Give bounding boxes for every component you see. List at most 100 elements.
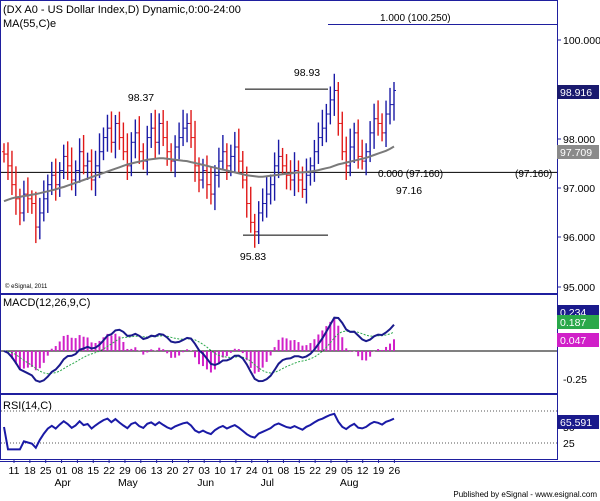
ohlc-bar bbox=[316, 122, 321, 164]
date-tick-label: 22 bbox=[103, 465, 115, 477]
copyright-text: © eSignal, 2011 bbox=[5, 283, 48, 290]
ohlc-bar bbox=[256, 201, 261, 245]
ohlc-bar bbox=[240, 151, 245, 189]
ohlc-bar bbox=[272, 152, 277, 201]
ohlc-bar bbox=[153, 109, 158, 159]
ohlc-bar bbox=[193, 120, 198, 182]
ohlc-bar bbox=[137, 116, 142, 164]
rsi-value-badge: 65.591 bbox=[560, 417, 592, 429]
ohlc-bar bbox=[9, 150, 14, 196]
ohlc-bar bbox=[93, 150, 98, 196]
ohlc-bar bbox=[185, 113, 190, 143]
ohlc-bar bbox=[117, 111, 122, 150]
ohlc-bar bbox=[212, 165, 217, 211]
ohlc-bar bbox=[17, 188, 22, 226]
ohlc-bar bbox=[21, 180, 26, 222]
price-tick-label: 98.000 bbox=[563, 134, 595, 146]
date-tick-label: 03 bbox=[198, 465, 210, 477]
date-tick-label: 26 bbox=[389, 465, 401, 477]
date-tick-label: 13 bbox=[151, 465, 163, 477]
date-tick-label: 22 bbox=[309, 465, 321, 477]
rsi-label: RSI(14,C) bbox=[3, 400, 52, 412]
date-tick-label: 01 bbox=[262, 465, 274, 477]
ohlc-bar bbox=[189, 110, 194, 148]
last-price-badge: 98.916 bbox=[560, 87, 592, 99]
ohlc-bar bbox=[133, 119, 138, 159]
price-annotation: 98.37 bbox=[128, 92, 154, 104]
ohlc-bar bbox=[13, 166, 18, 215]
ohlc-bar bbox=[61, 144, 66, 180]
price-annotation: 97.16 bbox=[396, 185, 422, 197]
ohlc-bar bbox=[340, 111, 345, 161]
ohlc-bar bbox=[105, 114, 110, 152]
ohlc-bar bbox=[392, 82, 396, 121]
ohlc-bar bbox=[101, 127, 106, 161]
ohlc-bar bbox=[157, 113, 162, 155]
ohlc-bar bbox=[380, 113, 385, 142]
ohlc-bar bbox=[328, 86, 333, 125]
ohlc-bar bbox=[280, 147, 285, 175]
date-tick-label: 05 bbox=[341, 465, 353, 477]
fib-zero-label: 0.000 (97.160) bbox=[378, 169, 443, 180]
date-tick-label: 06 bbox=[135, 465, 147, 477]
rsi-value-badge-bg bbox=[557, 415, 599, 429]
ohlc-bar bbox=[332, 73, 337, 116]
ohlc-bar bbox=[45, 174, 50, 213]
ohlc-bar bbox=[89, 149, 94, 191]
hist-value-badge-bg bbox=[557, 333, 599, 347]
date-tick-label: 17 bbox=[230, 465, 242, 477]
ohlc-bar bbox=[232, 131, 237, 173]
hist-value-badge: 0.047 bbox=[560, 335, 586, 347]
date-tick-label: 12 bbox=[357, 465, 369, 477]
date-tick-label: 11 bbox=[9, 465, 20, 477]
ohlc-bar bbox=[181, 109, 186, 147]
date-tick-label: 08 bbox=[72, 465, 84, 477]
ohlc-bar bbox=[292, 152, 297, 196]
ohlc-bar bbox=[236, 128, 241, 174]
date-tick-label: 29 bbox=[325, 465, 337, 477]
ohlc-bar bbox=[53, 158, 58, 201]
ohlc-bar bbox=[220, 134, 225, 170]
ohlc-bar bbox=[81, 134, 86, 175]
month-label: Jul bbox=[261, 477, 274, 489]
rsi-panel-frame bbox=[0, 394, 558, 460]
fib-right-label: (97.160) bbox=[515, 169, 552, 180]
ohlc-bar bbox=[388, 87, 393, 125]
ma-value-badge-bg bbox=[557, 145, 599, 159]
ohlc-bar bbox=[125, 133, 130, 180]
ma-value-badge: 97.709 bbox=[560, 147, 592, 159]
ohlc-bar bbox=[2, 143, 6, 163]
date-tick-label: 15 bbox=[87, 465, 99, 477]
date-tick-label: 10 bbox=[214, 465, 226, 477]
ohlc-bar bbox=[177, 122, 182, 160]
date-tick-label: 29 bbox=[119, 465, 131, 477]
date-tick-label: 20 bbox=[167, 465, 179, 477]
price-annotation: 98.93 bbox=[294, 67, 320, 79]
ohlc-bar bbox=[284, 154, 289, 190]
ohlc-bar bbox=[33, 191, 38, 244]
date-tick-label: 24 bbox=[246, 465, 258, 477]
ohlc-bar bbox=[276, 139, 281, 179]
ohlc-bar bbox=[320, 109, 325, 147]
date-tick-label: 01 bbox=[56, 465, 68, 477]
ohlc-bar bbox=[216, 147, 221, 188]
ohlc-bar bbox=[364, 143, 369, 176]
date-tick-label: 18 bbox=[24, 465, 36, 477]
month-label: Aug bbox=[340, 477, 359, 489]
price-tick-label: 95.000 bbox=[563, 282, 595, 294]
rsi-tick-label: 25 bbox=[563, 438, 575, 450]
ohlc-bar bbox=[121, 122, 126, 161]
ohlc-bar bbox=[200, 158, 205, 189]
ohlc-bar bbox=[344, 136, 349, 180]
ohlc-bar bbox=[336, 82, 341, 136]
macd-signal-line bbox=[3, 330, 395, 375]
month-label: May bbox=[118, 477, 139, 489]
price-annotation: 95.83 bbox=[240, 251, 266, 263]
ohlc-bar bbox=[65, 141, 70, 180]
ohlc-bar bbox=[372, 103, 377, 149]
ohlc-bar bbox=[97, 133, 102, 179]
ohlc-bar bbox=[161, 110, 166, 147]
ohlc-bar bbox=[260, 188, 265, 222]
ohlc-bar bbox=[109, 111, 114, 153]
